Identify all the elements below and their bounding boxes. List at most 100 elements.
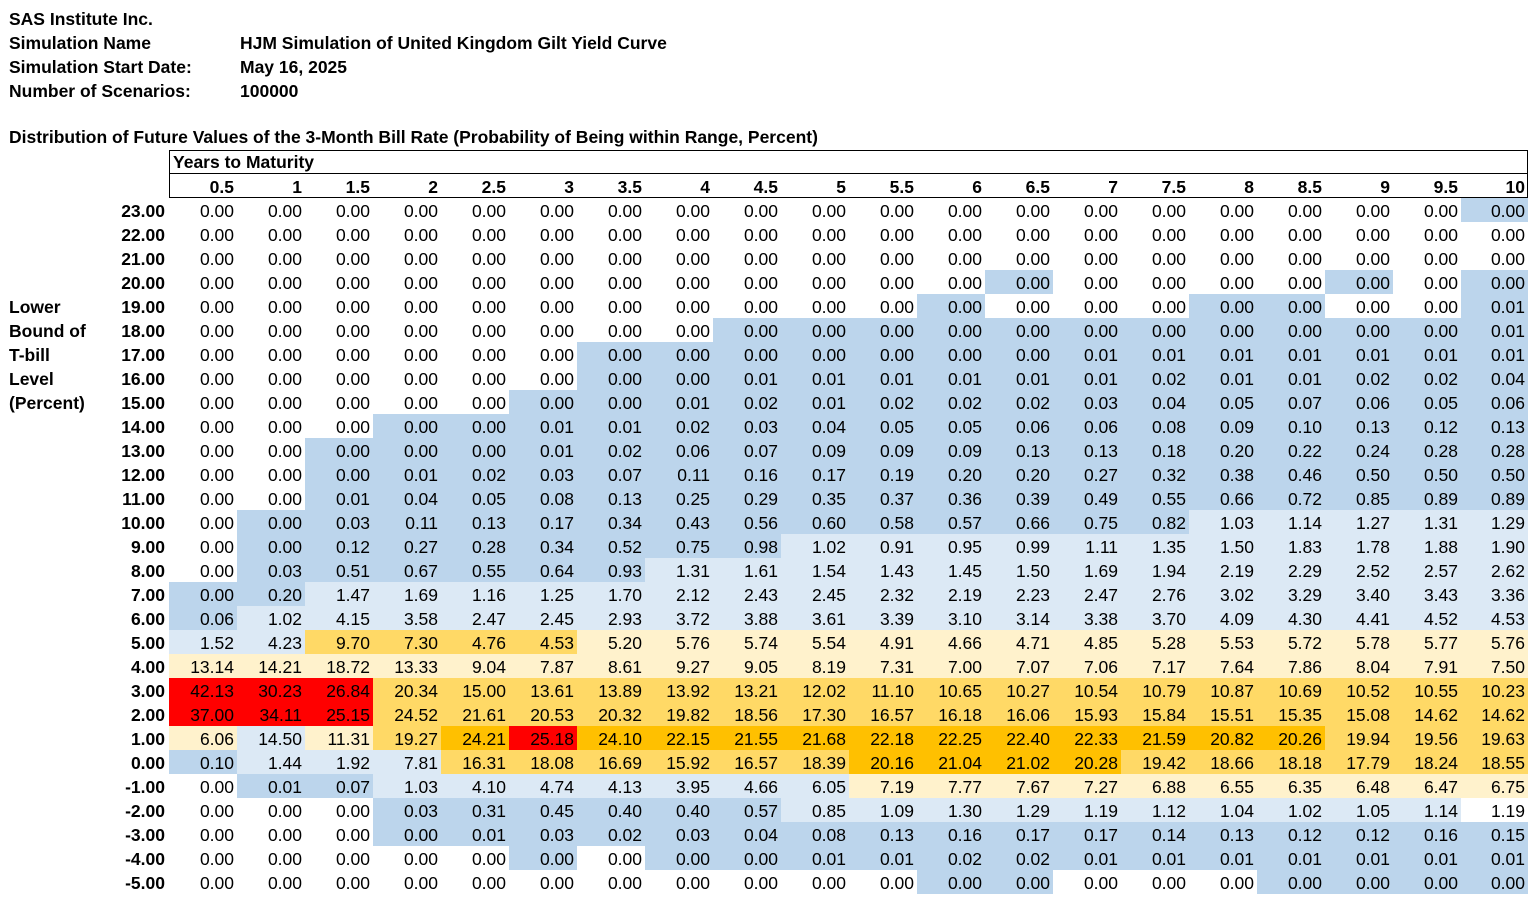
table-cell: 0.00 — [305, 246, 373, 270]
table-cell: 0.13 — [577, 486, 645, 510]
table-cell: 0.00 — [577, 870, 645, 894]
table-cell: 0.00 — [985, 870, 1053, 894]
table-row: 0.00 0.00 0.00 0.00 0.00 0.00 0.00 0.00 0.00 0.00… — [169, 342, 1528, 366]
table-cell: 0.01 — [1189, 366, 1257, 390]
table-cell: 7.67 — [985, 774, 1053, 798]
table-cell: 4.53 — [1461, 606, 1528, 630]
table-cell: 7.87 — [509, 654, 577, 678]
table-cell: 0.28 — [1461, 438, 1528, 462]
table-cell: 2.76 — [1121, 582, 1189, 606]
table-cell: 0.00 — [917, 318, 985, 342]
table-cell: 0.40 — [645, 798, 713, 822]
table-cell: 0.00 — [169, 414, 237, 438]
table-cell: 0.00 — [1189, 318, 1257, 342]
table-cell: 3.43 — [1393, 582, 1461, 606]
table-cell: 0.00 — [169, 462, 237, 486]
table-cell: 8.04 — [1325, 654, 1393, 678]
table-cell: 0.32 — [1121, 462, 1189, 486]
table-cell: 0.03 — [1053, 390, 1121, 414]
row-label: 14.00 — [121, 417, 165, 437]
table-cell: 0.35 — [781, 486, 849, 510]
table-cell: 0.00 — [305, 318, 373, 342]
table-cell: 0.02 — [1121, 366, 1189, 390]
row-label: 1.00 — [130, 729, 165, 749]
table-cell: 0.00 — [305, 438, 373, 462]
table-cell: 18.56 — [713, 702, 781, 726]
table-cell: 0.00 — [441, 870, 509, 894]
table-cell: 0.00 — [237, 822, 305, 846]
table-cell: 0.00 — [1325, 222, 1393, 246]
table-cell: 0.00 — [849, 222, 917, 246]
table-cell: 0.00 — [441, 246, 509, 270]
start-date-value: May 16, 2025 — [240, 57, 348, 77]
table-cell: 0.00 — [985, 342, 1053, 366]
table-cell: 0.00 — [1257, 318, 1325, 342]
table-cell: 6.48 — [1325, 774, 1393, 798]
table-cell: 0.00 — [237, 318, 305, 342]
column-header: 8 — [1244, 177, 1254, 197]
column-header: 0.5 — [209, 177, 234, 197]
table-cell: 10.79 — [1121, 678, 1189, 702]
table-cell: 0.04 — [781, 414, 849, 438]
table-cell: 10.23 — [1461, 678, 1528, 702]
table-cell: 0.00 — [1189, 246, 1257, 270]
table-cell: 1.02 — [781, 534, 849, 558]
table-cell: 2.93 — [577, 606, 645, 630]
table-cell: 0.02 — [1393, 366, 1461, 390]
table-cell: 0.00 — [441, 198, 509, 222]
simulation-name-value: HJM Simulation of United Kingdom Gilt Yi… — [240, 33, 667, 53]
table-cell: 0.01 — [1461, 846, 1528, 870]
table-cell: 0.00 — [985, 318, 1053, 342]
table-cell: 0.00 — [849, 870, 917, 894]
table-row: 0.00 0.01 0.07 1.03 4.10 4.74 4.13 3.95 4.66 6.05… — [169, 774, 1528, 798]
row-axis-label-line: Bound of — [9, 321, 86, 341]
table-cell: 15.51 — [1189, 702, 1257, 726]
table-row: 0.00 0.00 0.00 0.00 0.00 0.00 0.00 0.00 0.00 0.00… — [169, 318, 1528, 342]
table-cell: 7.31 — [849, 654, 917, 678]
table-cell: 22.18 — [849, 726, 917, 750]
table-cell: 21.04 — [917, 750, 985, 774]
table-cell: 0.66 — [1189, 486, 1257, 510]
table-cell: 4.74 — [509, 774, 577, 798]
row-label: 15.00 — [121, 393, 165, 413]
table-cell: 0.00 — [169, 846, 237, 870]
table-cell: 0.00 — [441, 390, 509, 414]
table-cell: 0.05 — [1189, 390, 1257, 414]
table-cell: 0.99 — [985, 534, 1053, 558]
table-cell: 0.00 — [645, 246, 713, 270]
table-cell: 0.01 — [577, 414, 645, 438]
table-cell: 0.07 — [713, 438, 781, 462]
table-cell: 16.57 — [713, 750, 781, 774]
table-cell: 0.00 — [237, 462, 305, 486]
table-cell: 0.14 — [1121, 822, 1189, 846]
table-cell: 0.40 — [577, 798, 645, 822]
table-cell: 5.77 — [1393, 630, 1461, 654]
table-cell: 0.13 — [1461, 414, 1528, 438]
table-cell: 20.82 — [1189, 726, 1257, 750]
table-cell: 26.84 — [305, 678, 373, 702]
table-cell: 0.00 — [645, 870, 713, 894]
table-cell: 0.00 — [645, 222, 713, 246]
table-cell: 2.43 — [713, 582, 781, 606]
table-cell: 1.94 — [1121, 558, 1189, 582]
table-cell: 0.00 — [1121, 198, 1189, 222]
table-cell: 0.09 — [1189, 414, 1257, 438]
table-cell: 0.00 — [169, 486, 237, 510]
table-cell: 2.57 — [1393, 558, 1461, 582]
table-cell: 17.79 — [1325, 750, 1393, 774]
table-cell: 0.00 — [1393, 270, 1461, 294]
table-cell: 0.00 — [1393, 246, 1461, 270]
table-cell: 0.00 — [577, 246, 645, 270]
table-cell: 8.19 — [781, 654, 849, 678]
table-cell: 0.00 — [917, 270, 985, 294]
table-cell: 1.70 — [577, 582, 645, 606]
table-cell: 0.00 — [1257, 246, 1325, 270]
table-cell: 0.00 — [713, 870, 781, 894]
table-cell: 0.01 — [917, 366, 985, 390]
table-cell: 0.00 — [373, 438, 441, 462]
table-cell: 1.83 — [1257, 534, 1325, 558]
table-cell: 0.00 — [237, 198, 305, 222]
table-cell: 0.01 — [849, 366, 917, 390]
table-cell: 0.29 — [713, 486, 781, 510]
table-cell: 0.01 — [305, 486, 373, 510]
